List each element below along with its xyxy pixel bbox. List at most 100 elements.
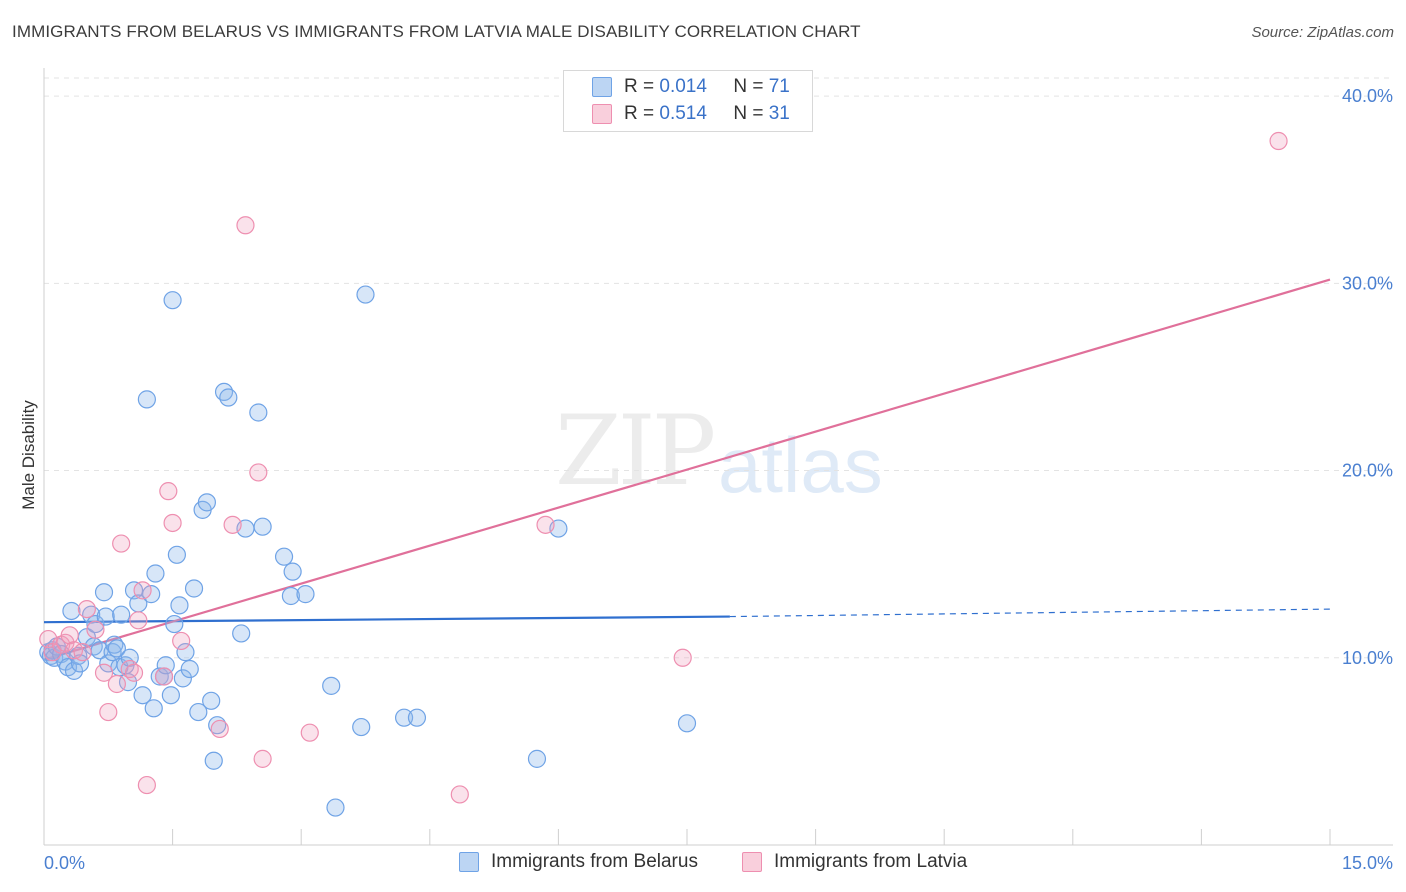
point-latvia	[73, 643, 92, 662]
point-belarus	[527, 749, 547, 768]
point-latvia	[99, 702, 118, 722]
point-latvia	[137, 775, 156, 795]
legend-row-belarus: R = 0.014 N = 71	[564, 74, 790, 100]
point-belarus	[322, 676, 341, 695]
point-latvia	[60, 626, 79, 645]
point-latvia	[94, 663, 114, 682]
point-latvia	[154, 667, 174, 686]
point-latvia	[536, 515, 555, 534]
chart-title: IMMIGRANTS FROM BELARUS VS IMMIGRANTS FR…	[12, 22, 861, 41]
point-belarus	[249, 403, 268, 422]
point-belarus	[86, 614, 105, 634]
point-belarus	[356, 285, 375, 304]
point-belarus	[232, 624, 251, 643]
legend-n-label: N =	[733, 76, 764, 97]
point-belarus	[156, 656, 175, 675]
x-tick-label-max: 15.0%	[1342, 853, 1393, 873]
trend-line-belarus-extension	[729, 608, 1331, 618]
point-belarus	[352, 717, 371, 737]
point-belarus	[407, 708, 427, 727]
y-tick-label: 20.0%	[1342, 461, 1393, 481]
point-belarus	[202, 691, 221, 710]
point-belarus	[281, 586, 301, 606]
point-latvia	[133, 581, 152, 600]
watermark-zip: ZIP	[555, 395, 716, 507]
point-latvia	[1269, 131, 1288, 151]
point-belarus	[677, 714, 697, 733]
legend-r-label: R =	[624, 76, 655, 97]
y-tick-label: 10.0%	[1342, 648, 1393, 668]
point-belarus	[204, 751, 223, 770]
point-latvia	[172, 631, 191, 651]
legend-row-latvia: R = 0.514 N = 31	[564, 101, 790, 127]
point-belarus	[107, 639, 126, 658]
point-latvia	[210, 719, 229, 739]
y-axis-label: Male Disability	[19, 400, 38, 510]
legend-swatch-belarus	[459, 852, 479, 872]
trend-line-belarus	[43, 615, 730, 624]
point-latvia	[124, 663, 144, 682]
legend-n-value-latvia: 31	[768, 103, 790, 124]
point-belarus	[253, 517, 272, 536]
legend-swatch-latvia	[742, 852, 762, 872]
point-belarus	[133, 686, 152, 705]
point-latvia	[86, 620, 105, 639]
legend-swatch-belarus	[592, 77, 612, 97]
legend-label-belarus: Immigrants from Belarus	[491, 851, 698, 872]
y-tick-label: 40.0%	[1342, 86, 1393, 106]
point-latvia	[300, 723, 319, 742]
point-belarus	[161, 686, 180, 705]
point-latvia	[112, 534, 131, 553]
point-latvia	[77, 599, 96, 619]
point-belarus	[96, 607, 115, 626]
point-latvia	[450, 785, 469, 804]
point-belarus	[94, 583, 114, 602]
y-tick-label: 30.0%	[1342, 273, 1393, 293]
point-layer	[39, 131, 1288, 817]
point-belarus	[165, 614, 184, 634]
point-belarus	[283, 562, 302, 581]
point-belarus	[112, 605, 131, 624]
axis-layer: 10.0% 20.0% 30.0% 40.0%	[43, 68, 1393, 846]
point-belarus	[326, 798, 345, 817]
point-belarus	[170, 596, 189, 615]
legend-r-label: R =	[624, 103, 655, 124]
point-latvia	[673, 648, 692, 667]
legend-r-value-latvia: 0.514	[659, 103, 707, 124]
point-belarus	[64, 661, 84, 680]
legend-swatch-latvia	[592, 104, 612, 124]
source-label: Source: ZipAtlas.com	[1251, 24, 1394, 41]
point-belarus	[150, 667, 169, 686]
point-belarus	[219, 388, 238, 407]
legend-r-value-belarus: 0.014	[659, 76, 707, 97]
trend-layer	[43, 278, 1331, 661]
point-belarus	[167, 545, 186, 564]
point-belarus	[118, 673, 138, 692]
legend-n-value-belarus: 71	[768, 76, 790, 97]
point-belarus	[146, 564, 165, 583]
point-belarus	[180, 659, 199, 679]
legend-item-latvia: Immigrants from Latvia	[742, 851, 967, 873]
point-belarus	[163, 291, 182, 310]
point-belarus	[189, 702, 208, 722]
legend-label-latvia: Immigrants from Latvia	[774, 851, 968, 872]
legend-n-label: N =	[733, 103, 764, 124]
point-latvia	[236, 216, 255, 235]
point-latvia	[107, 674, 126, 694]
grid-layer	[44, 77, 1393, 659]
point-belarus	[394, 708, 414, 727]
legend-item-belarus: Immigrants from Belarus	[459, 851, 698, 873]
point-belarus	[137, 390, 156, 409]
x-tick-label-min: 0.0%	[44, 853, 85, 873]
point-belarus	[197, 493, 216, 512]
point-belarus	[144, 699, 163, 718]
point-latvia	[253, 749, 272, 768]
point-belarus	[62, 601, 81, 621]
point-latvia	[163, 513, 182, 533]
point-belarus	[176, 643, 195, 662]
point-belarus	[184, 579, 204, 598]
point-latvia	[223, 515, 242, 534]
point-latvia	[159, 482, 178, 501]
point-belarus	[274, 547, 294, 566]
